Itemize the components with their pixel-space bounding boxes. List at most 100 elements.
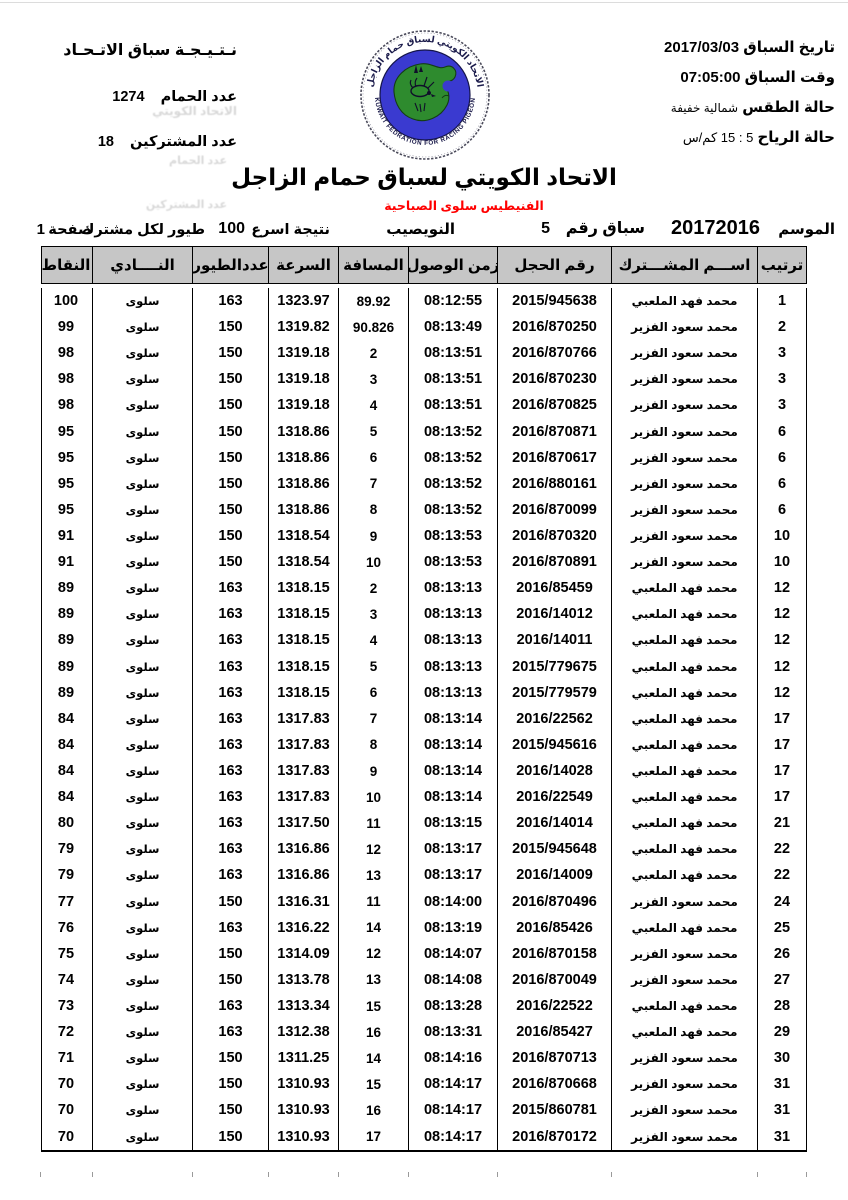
- cell-speed: 1318.54: [268, 522, 338, 550]
- cell-points: 98: [57, 397, 75, 414]
- cell-club: سلوى: [92, 470, 192, 497]
- cell-name: محمد سعود الفزير: [611, 496, 757, 523]
- cell-distance: 3: [338, 366, 408, 393]
- cell-speed: 1316.86: [268, 836, 338, 863]
- cell-club: سلوى: [92, 496, 192, 523]
- cell-arrival: 08:14:17: [408, 1071, 497, 1098]
- cell-points: 89: [57, 580, 75, 597]
- table-row: 12 محمد فهد الملعبي 2016/14011 08:13:13 4 131…: [42, 627, 806, 654]
- cell-distance: 10: [338, 549, 408, 576]
- cell-ring: 2015/860781: [497, 1097, 611, 1124]
- cell-ring: 2016/870099: [497, 496, 611, 523]
- cell-ring: 2016/85459: [497, 575, 611, 602]
- cell-club: سلوى: [92, 549, 192, 576]
- federation-logo: الاتحاد الكويتي لسباق حمام الزاجل KUWAIT…: [360, 30, 490, 160]
- cell-distance: 8: [338, 496, 408, 523]
- cell-points: 70: [57, 1102, 75, 1119]
- table-row: 17 محمد فهد الملعبي 2016/14028 08:13:14 9 131…: [42, 757, 806, 785]
- cell-birds: 163: [192, 862, 268, 889]
- cell-name: محمد سعود الفزير: [611, 340, 757, 367]
- cell-arrival: 08:13:53: [408, 522, 497, 550]
- table-row: 27 محمد سعود الفزير 2016/870049 08:14:08 13 1…: [42, 966, 806, 993]
- cell-speed: 1317.83: [268, 731, 338, 758]
- cell-club: سلوى: [92, 340, 192, 367]
- cell-speed: 1317.83: [268, 705, 338, 732]
- cell-ring: 2016/870230: [497, 366, 611, 393]
- table-body: 1 محمد فهد الملعبي 2015/945638 08:12:55 89.9…: [41, 288, 807, 1152]
- cell-rank: 28: [757, 992, 806, 1020]
- cell-points: 99: [57, 319, 75, 336]
- cell-arrival: 08:13:13: [408, 627, 497, 654]
- cell-name: محمد سعود الفزير: [611, 366, 757, 393]
- header-club: النــــادي: [92, 247, 192, 283]
- cell-club: سلوى: [92, 575, 192, 602]
- cell-points: 79: [57, 841, 75, 858]
- cell-rank: 22: [757, 836, 806, 863]
- cell-name: محمد سعود الفزير: [611, 888, 757, 915]
- race-time-line: وقت السباق 07:05:00: [600, 68, 835, 86]
- cell-rank: 10: [757, 522, 806, 550]
- cell-name: محمد فهد الملعبي: [611, 288, 757, 315]
- cell-points: 95: [57, 423, 75, 440]
- cell-distance: 9: [338, 522, 408, 550]
- cell-club: سلوى: [92, 731, 192, 758]
- cell-distance: 13: [338, 966, 408, 993]
- cell-birds: 163: [192, 784, 268, 811]
- cell-arrival: 08:14:07: [408, 940, 497, 967]
- cell-points: 70: [57, 1128, 75, 1145]
- cell-arrival: 08:13:13: [408, 679, 497, 706]
- cell-birds: 163: [192, 731, 268, 758]
- header-speed: السرعة: [268, 247, 338, 283]
- cell-ring: 2016/870617: [497, 444, 611, 471]
- cell-club: سلوى: [92, 601, 192, 628]
- cell-distance: 10: [338, 784, 408, 811]
- cell-rank: 31: [757, 1097, 806, 1124]
- cell-arrival: 08:13:15: [408, 810, 497, 837]
- table-row: 3 محمد سعود الفزير 2016/870230 08:13:51 3 131…: [42, 366, 806, 393]
- cell-arrival: 08:13:31: [408, 1019, 497, 1046]
- race-info-line: الموسم 20172016 سباق رقم 5 النويصيب نتيج…: [0, 212, 848, 242]
- cell-club: سلوى: [92, 653, 192, 680]
- cell-ring: 2016/14011: [497, 627, 611, 654]
- race-time-label: وقت السباق: [744, 69, 835, 86]
- cell-birds: 163: [192, 575, 268, 602]
- clubs-line: الفنيطيس سلوى الصباحية: [384, 199, 544, 213]
- cell-rank: 17: [757, 705, 806, 732]
- cell-ring: 2016/85426: [497, 914, 611, 941]
- cell-speed: 1318.15: [268, 679, 338, 706]
- cell-arrival: 08:13:14: [408, 705, 497, 732]
- cell-name: محمد فهد الملعبي: [611, 653, 757, 680]
- table-row: 31 محمد سعود الفزير 2015/860781 08:14:17 16 1…: [42, 1097, 806, 1124]
- table-row: 6 محمد سعود الفزير 2016/870099 08:13:52 8 131…: [42, 496, 806, 523]
- cell-distance: 7: [338, 705, 408, 732]
- cell-rank: 24: [757, 888, 806, 915]
- cell-name: محمد سعود الفزير: [611, 1071, 757, 1098]
- cell-speed: 1316.22: [268, 914, 338, 941]
- cell-speed: 1317.83: [268, 757, 338, 785]
- cell-speed: 1318.15: [268, 601, 338, 628]
- table-row: 2 محمد سعود الفزير 2016/870250 08:13:49 90.8…: [42, 314, 806, 341]
- table-row: 22 محمد فهد الملعبي 2016/14009 08:13:17 13 13…: [42, 862, 806, 889]
- cell-points: 95: [57, 501, 75, 518]
- cell-speed: 1318.86: [268, 418, 338, 445]
- cell-name: محمد سعود الفزير: [611, 522, 757, 550]
- cell-club: سلوى: [92, 444, 192, 471]
- fastest-count: 100: [218, 220, 245, 237]
- cell-birds: 150: [192, 1123, 268, 1150]
- cell-club: سلوى: [92, 1123, 192, 1150]
- table-row: 25 محمد فهد الملعبي 2016/85426 08:13:19 14 13…: [42, 914, 806, 941]
- cell-arrival: 08:13:28: [408, 992, 497, 1020]
- cell-distance: 6: [338, 679, 408, 706]
- cell-club: سلوى: [92, 757, 192, 785]
- cell-ring: 2016/870766: [497, 340, 611, 367]
- cell-rank: 2: [757, 314, 806, 341]
- cell-points: 74: [57, 971, 75, 988]
- cell-birds: 163: [192, 757, 268, 785]
- season-value: 20172016: [671, 217, 760, 239]
- cell-birds: 163: [192, 679, 268, 706]
- cell-points: 70: [57, 1076, 75, 1093]
- cell-ring: 2016/22549: [497, 784, 611, 811]
- cell-speed: 1314.09: [268, 940, 338, 967]
- cell-birds: 150: [192, 366, 268, 393]
- cell-speed: 1319.18: [268, 340, 338, 367]
